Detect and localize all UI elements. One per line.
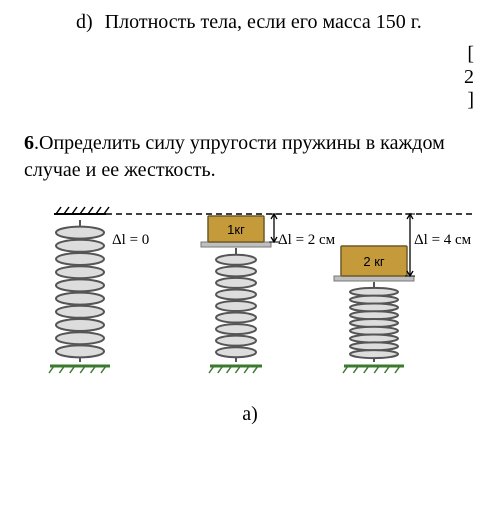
question-6-number: 6 bbox=[24, 132, 34, 154]
answer-option-a: a) bbox=[24, 403, 476, 426]
bracket-close: ] bbox=[24, 89, 474, 112]
question-6-text: Определить силу упругости пружины в кажд… bbox=[24, 132, 445, 181]
svg-text:2 кг: 2 кг bbox=[363, 254, 385, 269]
points-bracket: [ 2 ] bbox=[24, 43, 474, 112]
question-d-marker: d) bbox=[76, 10, 93, 35]
question-d-text: Плотность тела, если его масса 150 г. bbox=[105, 10, 422, 35]
question-6: 6.Определить силу упругости пружины в ка… bbox=[24, 130, 476, 184]
springs-figure: Δl = 0 1кг Δl = 2 см 2 кг Δl = 4 см bbox=[24, 198, 476, 378]
svg-text:1кг: 1кг bbox=[227, 222, 245, 237]
points-value: 2 bbox=[24, 66, 474, 89]
svg-text:Δl = 2 см: Δl = 2 см bbox=[278, 232, 336, 248]
question-d: d) Плотность тела, если его масса 150 г. bbox=[76, 10, 476, 35]
svg-text:Δl = 4 см: Δl = 4 см bbox=[414, 232, 472, 248]
svg-text:Δl = 0: Δl = 0 bbox=[112, 232, 149, 248]
bracket-open: [ bbox=[24, 43, 474, 66]
